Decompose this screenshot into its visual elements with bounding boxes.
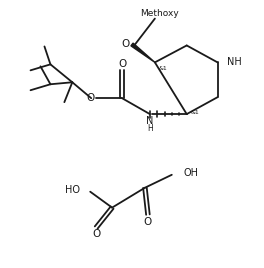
Text: O: O xyxy=(92,229,100,240)
Text: NH: NH xyxy=(228,57,242,67)
Polygon shape xyxy=(131,43,155,62)
Text: O: O xyxy=(118,59,126,69)
Text: N: N xyxy=(146,116,154,126)
Text: &1: &1 xyxy=(191,110,199,115)
Text: Methoxy: Methoxy xyxy=(140,9,179,18)
Text: O: O xyxy=(86,93,94,103)
Text: &1: &1 xyxy=(159,66,168,71)
Text: HO: HO xyxy=(65,185,80,195)
Text: O: O xyxy=(144,217,152,226)
Text: H: H xyxy=(147,124,153,133)
Text: OH: OH xyxy=(184,168,199,178)
Text: O: O xyxy=(122,39,130,50)
